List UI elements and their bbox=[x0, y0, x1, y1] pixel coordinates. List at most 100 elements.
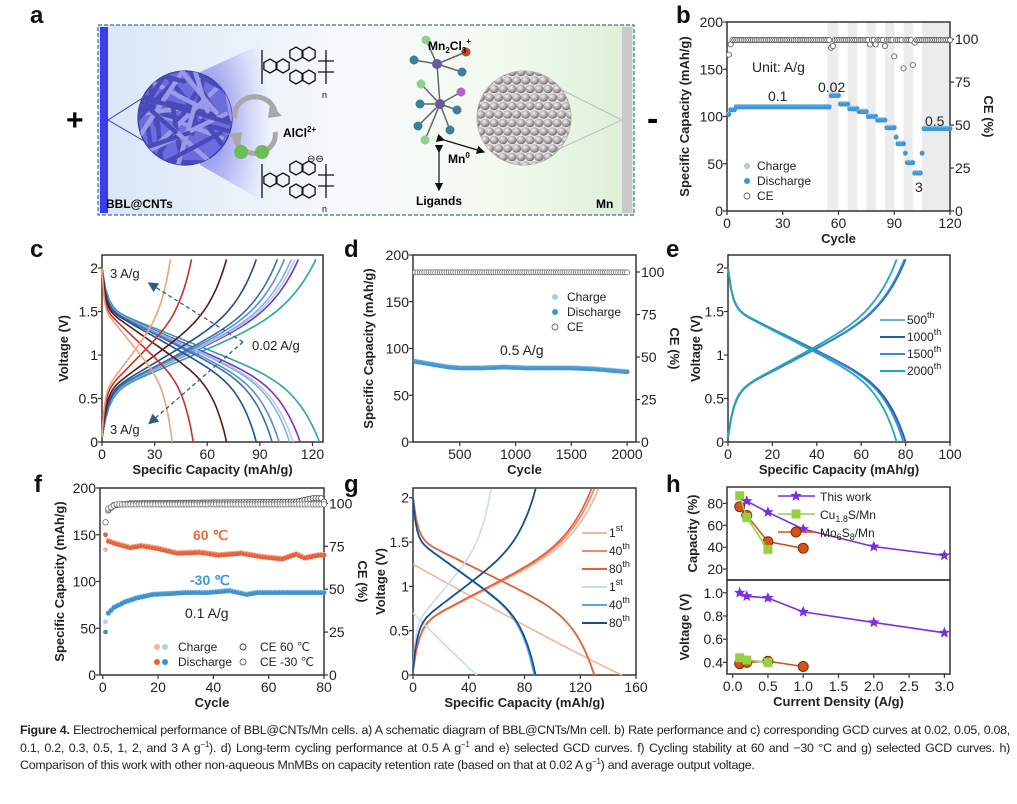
x-tick-label: 0 bbox=[723, 215, 731, 231]
discharge-curve-0.5 bbox=[101, 267, 258, 443]
mn-atom bbox=[507, 118, 517, 128]
mn-atom bbox=[525, 71, 535, 77]
y2-tick-label: 50 bbox=[641, 349, 657, 365]
carbon-nanotube bbox=[184, 71, 210, 114]
mn-atom bbox=[493, 93, 504, 102]
annotation-rate-top: 3 A/g bbox=[110, 266, 140, 281]
atom bbox=[409, 55, 419, 65]
caption-text: and e) selected GCD curves. f) Cycling s… bbox=[20, 740, 1010, 773]
x-tick-label: 1.5 bbox=[829, 678, 849, 694]
y-tick-label: 50 bbox=[707, 156, 723, 172]
annotation: 0.02 bbox=[818, 79, 845, 95]
y2-tick-label: 75 bbox=[955, 74, 971, 90]
y2-axis-title: CE (%) bbox=[667, 328, 682, 370]
mn-atom bbox=[489, 135, 499, 145]
discharge-point bbox=[863, 109, 869, 115]
polymer-repeat-top: n bbox=[322, 90, 327, 100]
mn-atom bbox=[538, 127, 549, 136]
ce-point-minus30c bbox=[320, 501, 328, 508]
mn-atom bbox=[520, 161, 531, 165]
y-tick-label: 0 bbox=[715, 203, 723, 219]
x-axis-title: Specific Capacity (mAh/g) bbox=[444, 695, 604, 710]
panel-f-axes: 0 20 40 60 800501001502000255075100CycleSpec… bbox=[52, 480, 370, 710]
charge-curve bbox=[412, 488, 537, 671]
mn-atom bbox=[529, 110, 540, 119]
x-tick-label: 60 bbox=[261, 679, 277, 695]
rate-band bbox=[922, 22, 950, 211]
mn-atom bbox=[477, 118, 481, 128]
mn-atom bbox=[516, 84, 526, 94]
ce-point bbox=[624, 269, 631, 276]
discharge-curve-0.1 bbox=[101, 267, 291, 443]
annotation: Unit: A/g bbox=[752, 59, 805, 75]
caption-text: −1 bbox=[460, 739, 470, 749]
discharge-curve-0.2 bbox=[101, 267, 280, 443]
discharge-curve bbox=[412, 497, 536, 676]
mn-atom bbox=[547, 127, 558, 136]
mn-atom bbox=[520, 127, 531, 136]
panel-h-bottom-axes: 0.0 0.5 1.0 1.5 2.0 2.5 3.00.40.60.81.0Current… bbox=[677, 579, 954, 709]
y-tick-label: 0.4 bbox=[704, 654, 724, 670]
x-tick-label: 40 bbox=[809, 446, 825, 462]
y-tick-label: 0.5 bbox=[705, 391, 725, 407]
mn-atom bbox=[493, 110, 504, 119]
annotation-minus30c: -30 ℃ bbox=[190, 572, 230, 588]
plot-frame bbox=[727, 254, 951, 443]
charts: 0 30 60 90 1200501001502000255075100CycleSpe… bbox=[52, 14, 996, 710]
mn-atom bbox=[561, 118, 571, 128]
x-axis-title: Specific Capacity (mAh/g) bbox=[132, 462, 292, 477]
mn-atom bbox=[561, 101, 571, 111]
alcl-ion-1 bbox=[234, 145, 248, 159]
x-tick-label: 1000 bbox=[500, 446, 531, 462]
legend-label-ce: CE bbox=[567, 320, 584, 334]
mn-atom bbox=[511, 93, 522, 102]
y2-tick-label: 25 bbox=[641, 392, 657, 408]
x-tick-label: 120 bbox=[938, 215, 962, 231]
y-axis-title: Voltage (V) bbox=[56, 315, 71, 382]
mn-atom bbox=[525, 118, 535, 128]
legend-marker-discharge bbox=[744, 178, 750, 184]
discharge-point bbox=[917, 170, 923, 176]
rate-band bbox=[903, 22, 913, 211]
mn-atom bbox=[489, 101, 499, 111]
bbl-polymer-reduced bbox=[261, 160, 334, 199]
atom bbox=[415, 99, 425, 109]
cathode-label: BBL@CNTs bbox=[106, 197, 173, 211]
mn-atom bbox=[552, 135, 562, 145]
mn-atom bbox=[534, 101, 544, 111]
trend-arrow-discharge bbox=[148, 341, 244, 425]
mn-atom bbox=[484, 93, 495, 102]
x-tick-label: 2.0 bbox=[864, 678, 884, 694]
carbon-nanotube bbox=[138, 71, 175, 159]
aromatic-ring bbox=[276, 58, 290, 74]
trend-arrow-charge bbox=[147, 282, 244, 343]
atom bbox=[461, 47, 471, 57]
carbon-nanotube bbox=[138, 71, 194, 160]
mn-atom bbox=[507, 101, 517, 111]
panel-label-g: g bbox=[344, 471, 359, 498]
voltage-point bbox=[763, 657, 773, 667]
capacity-line bbox=[739, 506, 804, 550]
mn-atom bbox=[498, 135, 508, 145]
mn-atom bbox=[520, 93, 531, 102]
ion-label: AlCl2+ bbox=[283, 125, 316, 140]
glow-cone bbox=[200, 40, 270, 205]
aromatic-ring bbox=[289, 69, 303, 85]
y-tick-label: 50 bbox=[393, 387, 409, 403]
x-tick-label: 0.5 bbox=[758, 678, 778, 694]
mn-atom bbox=[489, 118, 499, 128]
mn0-label: Mn0 bbox=[448, 151, 470, 166]
mn-atom bbox=[534, 118, 544, 128]
mn-atom bbox=[538, 110, 549, 119]
alcl-ion-2 bbox=[255, 145, 269, 159]
mn-atom bbox=[552, 118, 562, 128]
mn-atom bbox=[520, 76, 531, 85]
ce-point-minus30c bbox=[102, 519, 109, 526]
y2-tick-label: 50 bbox=[955, 117, 971, 133]
legend-marker bbox=[790, 526, 802, 538]
mn-atom bbox=[516, 118, 526, 128]
discharge-point bbox=[903, 150, 908, 156]
legend-label: 80th bbox=[609, 559, 630, 576]
mn-atom bbox=[507, 152, 517, 162]
discharge-point bbox=[726, 112, 732, 118]
